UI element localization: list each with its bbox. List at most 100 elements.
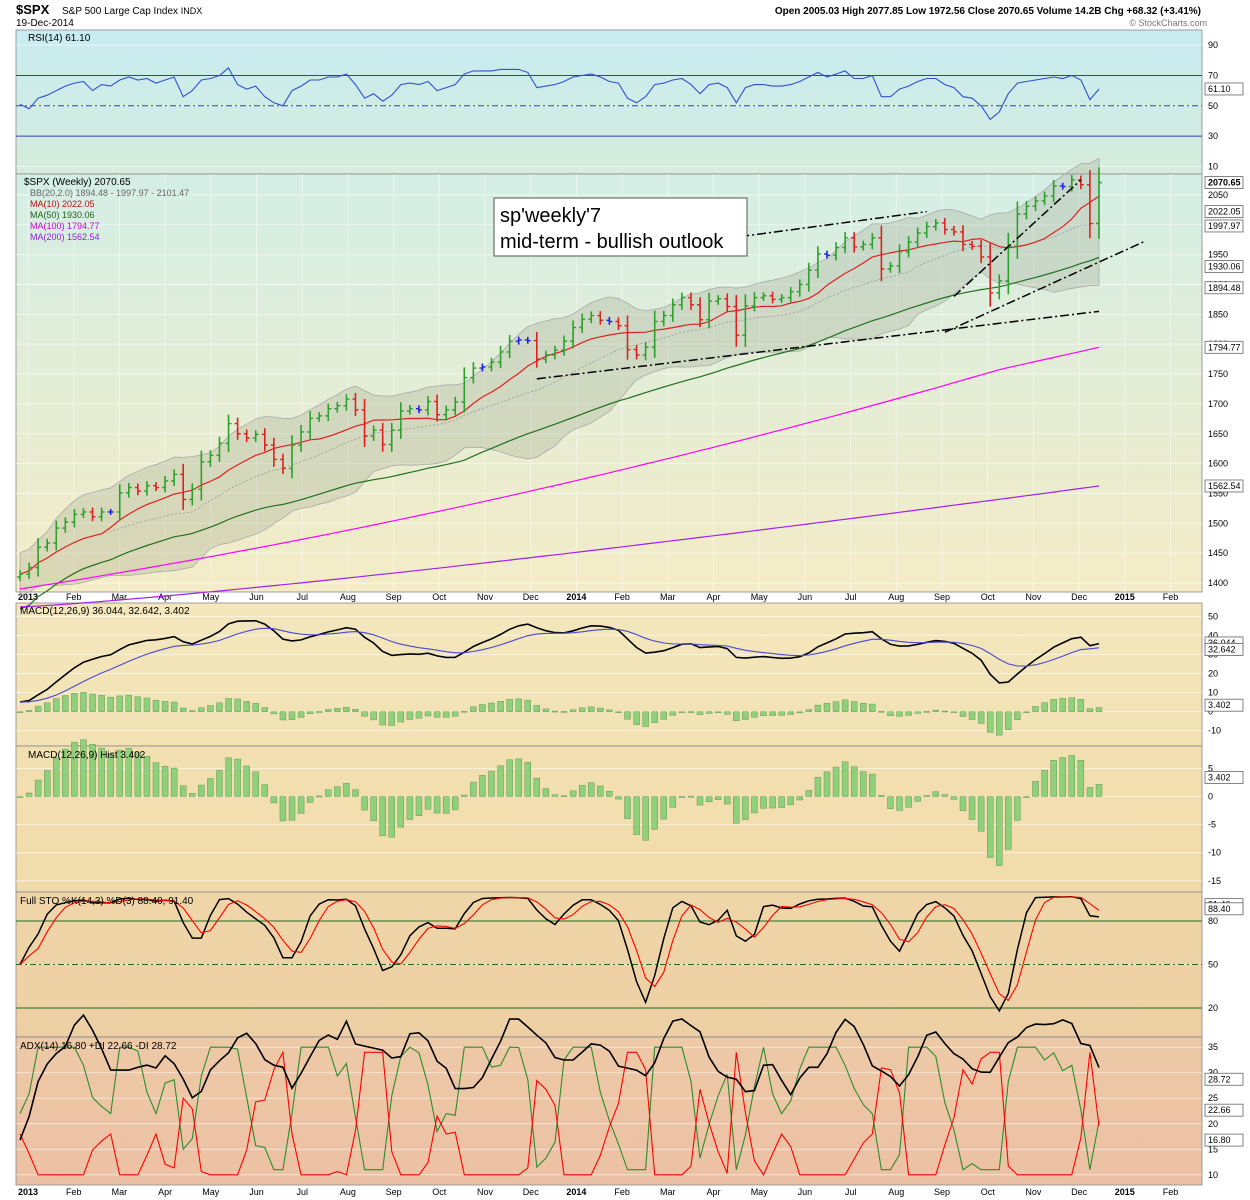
macd-hist-bar <box>805 709 813 712</box>
x-axis-label-bottom: Aug <box>888 1187 904 1197</box>
hist-bar <box>1032 781 1039 797</box>
ma100-line <box>19 346 1100 590</box>
macd-hist-bar <box>189 710 196 712</box>
macd-hist-bar <box>905 711 912 716</box>
macd-hist-bar <box>624 711 631 720</box>
rsi-panel <box>15 29 1203 175</box>
hist-value-tag: 3.402 <box>1208 772 1231 782</box>
hist-bar <box>1014 796 1021 821</box>
x-axis-label: Sep <box>386 592 402 602</box>
price-value-tag-box <box>1204 205 1244 218</box>
plus-di-line <box>19 1046 1100 1171</box>
x-axis-label: 2013 <box>18 592 38 602</box>
hist-bar <box>352 789 359 797</box>
hist-bar <box>442 796 450 814</box>
hist-bar <box>343 783 350 797</box>
x-axis-label: Feb <box>614 592 630 602</box>
hist-bar <box>306 796 314 803</box>
hist-bar <box>89 744 96 797</box>
adx-value-tag: 22.66 <box>1208 1105 1231 1115</box>
macd-hist-bar <box>397 711 405 723</box>
x-axis-label-bottom: Sep <box>934 1187 950 1197</box>
chart-date: 19-Dec-2014 <box>16 18 74 29</box>
macd-hist-bar <box>515 698 522 712</box>
hist-bar <box>71 741 78 797</box>
annotation-box <box>493 197 748 257</box>
x-axis-label-bottom: Feb <box>66 1187 82 1197</box>
macd-hist-bar <box>959 711 967 717</box>
price-value-tag: 1562.54 <box>1208 481 1241 491</box>
chart-name: S&P 500 Large Cap Index INDX <box>62 6 202 17</box>
macd-axis-label: 50 <box>1208 611 1218 621</box>
macd-hist-bar <box>25 710 33 712</box>
macd-hist-bar <box>832 701 840 712</box>
x-axis-label: Aug <box>340 592 356 602</box>
x-axis-label: Jun <box>798 592 813 602</box>
price-value-tag-box <box>1204 176 1244 189</box>
hist-bar <box>569 790 577 797</box>
macd-hist-bar <box>1095 707 1103 712</box>
macd-hist-bar <box>452 711 459 717</box>
hist-bar <box>261 784 269 797</box>
hist-bar <box>896 796 903 811</box>
price-axis-label: 1950 <box>1208 250 1228 260</box>
hist-bar <box>560 795 568 797</box>
hist-bar <box>832 766 840 797</box>
price-value-tag: 2070.65 <box>1208 178 1241 188</box>
x-axis-label-bottom: Nov <box>1025 1187 1042 1197</box>
hist-bar <box>869 773 876 797</box>
hist-bar <box>161 766 169 797</box>
adx-axis-label: 30 <box>1208 1068 1218 1078</box>
sto-axis-label: 50 <box>1208 960 1218 970</box>
macd-hist-bar <box>198 707 205 712</box>
chart-symbol: $SPX <box>16 2 50 17</box>
macd-hist-bar <box>977 711 985 724</box>
hist-bar <box>497 765 504 797</box>
macd-hist-bar <box>823 703 831 712</box>
price-axis-label: 1650 <box>1208 429 1228 439</box>
macd-hist-bar <box>170 701 178 712</box>
adx-panel <box>15 1036 1203 1186</box>
x-axis-label-bottom: Jun <box>249 1187 264 1197</box>
adx-value-tag-box <box>1204 1103 1244 1117</box>
rsi-line <box>19 67 1100 121</box>
hist-bar <box>769 796 776 809</box>
price-axis-label: 1400 <box>1208 578 1228 588</box>
macd-hist-bar <box>742 711 749 720</box>
macd-hist-bar <box>597 707 604 712</box>
macd-hist-bar <box>841 699 849 712</box>
hist-bar <box>25 792 33 797</box>
ma50-line <box>19 256 1100 610</box>
sto-d-line <box>19 896 1100 1002</box>
hist-bar <box>760 796 767 809</box>
macd-hist-bar <box>914 711 921 714</box>
x-axis-label: Jul <box>296 592 308 602</box>
annotation-line2: mid-term - bullish outlook <box>500 231 724 253</box>
sto-value-tag: 88.40 <box>1208 904 1231 914</box>
macd-hist-bar <box>225 698 232 712</box>
macd-hist-bar <box>506 698 513 712</box>
hist-bar <box>379 796 386 837</box>
hist-axis-label: -5 <box>1208 820 1216 830</box>
macd-hist-bar <box>588 706 595 712</box>
adx-axis-label: 25 <box>1208 1093 1218 1103</box>
hist-bar <box>461 794 468 797</box>
hist-legend: MACD(12,26,9) Hist 3.402 <box>28 750 146 761</box>
adx-axis-label: 35 <box>1208 1042 1218 1052</box>
hist-bar <box>1005 796 1012 850</box>
macd-hist-bar <box>968 711 976 720</box>
hist-bar <box>297 796 305 814</box>
macd-hist-bar <box>497 701 504 712</box>
macd-hist-bar <box>34 705 42 712</box>
hist-bar <box>44 770 51 797</box>
x-axis-label: Jul <box>845 592 857 602</box>
hist-bar <box>207 778 214 797</box>
hist-bar <box>388 796 395 838</box>
rsi-axis-label: 10 <box>1208 161 1218 171</box>
hist-bar <box>1077 760 1085 797</box>
x-axis-label-bottom: Mar <box>112 1187 128 1197</box>
hist-bar <box>252 771 259 797</box>
price-value-tag-box <box>1204 479 1244 493</box>
macd-value-tag-box <box>1204 698 1244 712</box>
